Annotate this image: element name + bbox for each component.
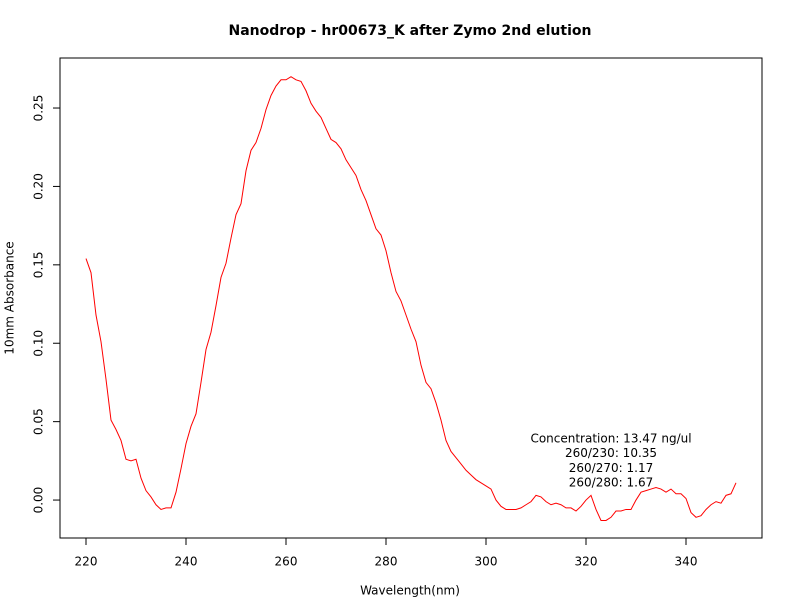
x-tick-label: 280 — [375, 555, 398, 569]
x-tick-label: 300 — [475, 555, 498, 569]
x-tick-label: 260 — [275, 555, 298, 569]
y-tick-label: 0.20 — [32, 173, 46, 200]
annotation: 260/230: 10.35 — [565, 446, 657, 460]
annotation: Concentration: 13.47 ng/ul — [530, 432, 691, 446]
x-tick-label: 340 — [675, 555, 698, 569]
x-tick-label: 240 — [175, 555, 198, 569]
annotation: 260/280: 1.67 — [569, 476, 653, 490]
y-tick-label: 0.10 — [32, 330, 46, 357]
spectrum-line — [85, 76, 737, 521]
x-tick-label: 220 — [75, 555, 98, 569]
x-tick-label: 320 — [575, 555, 598, 569]
y-tick-label: 0.05 — [32, 408, 46, 435]
y-tick-label: 0.25 — [32, 95, 46, 122]
y-axis-label: 10mm Absorbance — [3, 241, 17, 354]
y-tick-label: 0.00 — [32, 487, 46, 514]
y-tick-label: 0.15 — [32, 251, 46, 278]
x-axis-label: Wavelength(nm) — [360, 584, 460, 598]
chart-title: Nanodrop - hr00673_K after Zymo 2nd elut… — [229, 23, 592, 39]
annotation: 260/270: 1.17 — [569, 461, 653, 475]
